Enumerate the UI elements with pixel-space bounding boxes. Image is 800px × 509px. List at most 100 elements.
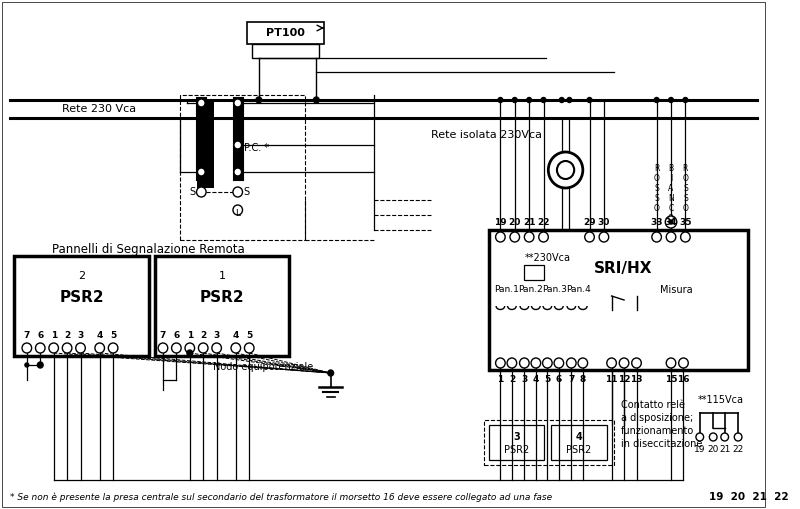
Circle shape (62, 343, 72, 353)
Text: C: C (668, 204, 674, 212)
Circle shape (538, 232, 548, 242)
Circle shape (710, 433, 717, 441)
Circle shape (652, 232, 662, 242)
Circle shape (559, 98, 564, 102)
Text: 30: 30 (598, 217, 610, 227)
Text: SRI/HX: SRI/HX (594, 261, 652, 275)
Text: funzionamento: funzionamento (621, 426, 694, 436)
Circle shape (512, 98, 517, 102)
Text: PSR2: PSR2 (566, 445, 592, 455)
Text: Pan.2: Pan.2 (518, 286, 542, 295)
Circle shape (524, 232, 534, 242)
Text: Pannelli di Segnalazione Remota: Pannelli di Segnalazione Remota (52, 242, 245, 256)
Text: B: B (669, 163, 674, 173)
Text: 19: 19 (494, 217, 506, 227)
Circle shape (498, 98, 502, 102)
Text: 20: 20 (707, 444, 719, 454)
Circle shape (95, 343, 105, 353)
Text: 1: 1 (186, 331, 193, 341)
Bar (155, 256, 290, 356)
Circle shape (566, 358, 576, 368)
Circle shape (632, 358, 642, 368)
Circle shape (587, 98, 592, 102)
Text: 6: 6 (174, 331, 179, 341)
Circle shape (256, 97, 262, 103)
Text: S: S (243, 187, 250, 197)
Text: 3: 3 (514, 432, 520, 442)
Circle shape (234, 99, 242, 107)
Text: S: S (654, 184, 659, 192)
Text: **115Vca: **115Vca (698, 395, 744, 405)
Circle shape (328, 370, 334, 376)
Circle shape (606, 358, 616, 368)
Circle shape (531, 358, 541, 368)
Text: in diseccitazione: in diseccitazione (621, 439, 702, 449)
Bar (524, 265, 543, 280)
Text: 3: 3 (214, 331, 220, 341)
Circle shape (599, 232, 609, 242)
Circle shape (49, 343, 58, 353)
Text: PSR2: PSR2 (504, 445, 530, 455)
Circle shape (619, 358, 629, 368)
Text: 5: 5 (110, 331, 116, 341)
Circle shape (542, 358, 552, 368)
Circle shape (669, 98, 674, 102)
Circle shape (495, 232, 505, 242)
Text: S: S (683, 184, 688, 192)
Bar (252, 44, 319, 58)
Text: 7: 7 (24, 331, 30, 341)
Circle shape (681, 232, 690, 242)
Circle shape (507, 358, 517, 368)
Text: 8: 8 (580, 376, 586, 384)
Circle shape (567, 98, 572, 102)
Text: R: R (654, 163, 659, 173)
Text: 2: 2 (509, 376, 515, 384)
Bar (489, 425, 545, 460)
Text: 33: 33 (650, 217, 663, 227)
Circle shape (696, 433, 704, 441)
Text: 13: 13 (630, 376, 642, 384)
Circle shape (578, 358, 588, 368)
Circle shape (554, 358, 564, 368)
Text: PSR2: PSR2 (59, 291, 104, 305)
Circle shape (734, 433, 742, 441)
Text: Pan.3: Pan.3 (542, 286, 567, 295)
Text: Pan.1: Pan.1 (494, 286, 518, 295)
Text: 4: 4 (97, 331, 103, 341)
Circle shape (548, 152, 583, 188)
Circle shape (678, 358, 688, 368)
Circle shape (231, 343, 241, 353)
Text: 7: 7 (160, 331, 166, 341)
Circle shape (25, 363, 29, 367)
Text: 22: 22 (733, 444, 744, 454)
Circle shape (666, 232, 676, 242)
Text: 5: 5 (544, 376, 550, 384)
Bar (489, 230, 748, 370)
Bar (247, 22, 324, 44)
Bar (197, 100, 214, 188)
Circle shape (557, 161, 574, 179)
Text: 19  20  21  22: 19 20 21 22 (710, 492, 789, 502)
Circle shape (76, 343, 86, 353)
Text: PT100: PT100 (266, 28, 305, 38)
Text: S: S (683, 193, 688, 203)
Text: O: O (682, 204, 688, 212)
Circle shape (198, 168, 205, 176)
Text: 6: 6 (37, 331, 43, 341)
Text: O: O (668, 213, 674, 222)
Text: 35: 35 (679, 217, 692, 227)
Text: 16: 16 (678, 376, 690, 384)
Circle shape (212, 343, 222, 353)
Text: I: I (670, 174, 672, 183)
Circle shape (198, 343, 208, 353)
Circle shape (510, 232, 519, 242)
Text: 19: 19 (694, 444, 706, 454)
Circle shape (495, 358, 505, 368)
Text: Rete isolata 230Vca: Rete isolata 230Vca (431, 130, 542, 140)
Text: **230Vca: **230Vca (524, 253, 570, 263)
Circle shape (158, 343, 168, 353)
Text: 21: 21 (523, 217, 535, 227)
Circle shape (314, 97, 319, 103)
Text: S: S (190, 187, 196, 197)
Text: 4: 4 (233, 331, 239, 341)
